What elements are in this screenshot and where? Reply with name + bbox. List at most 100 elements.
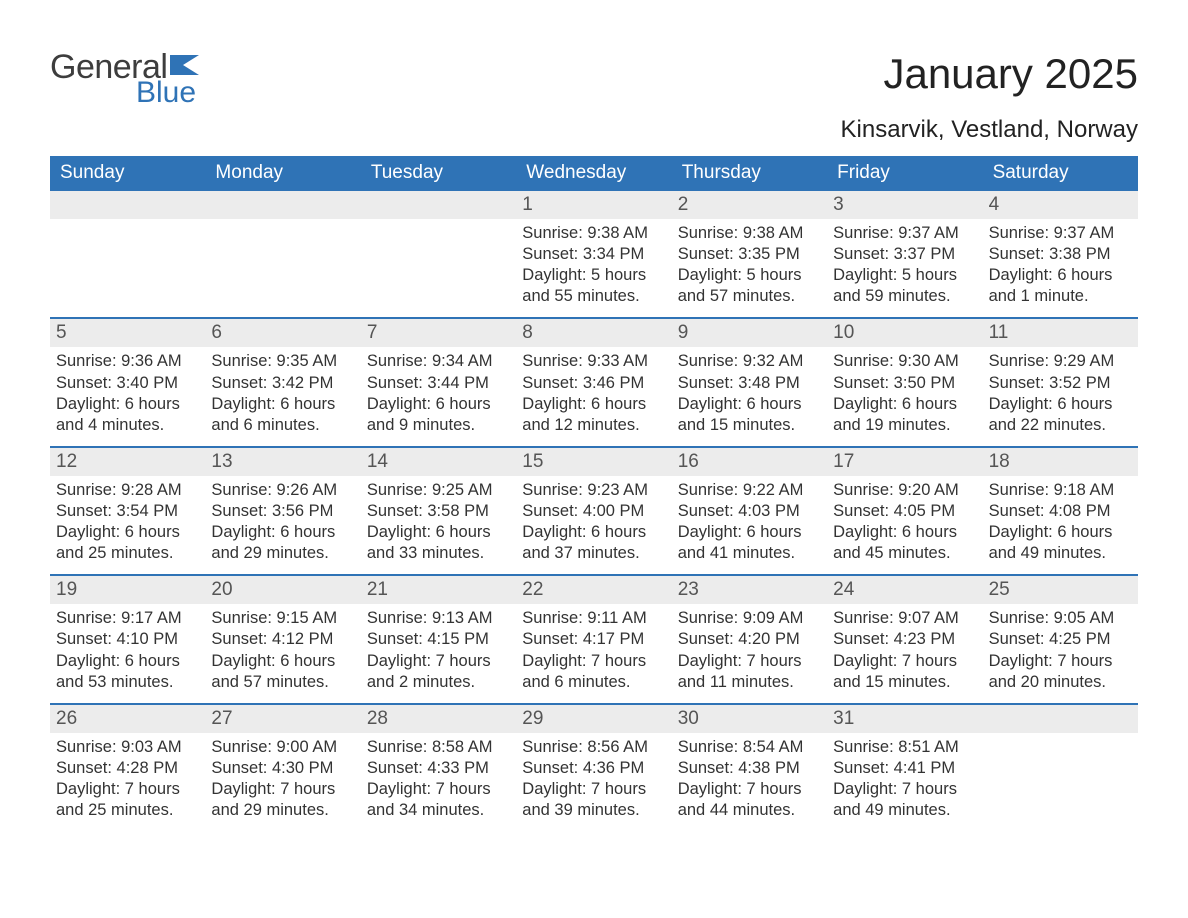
sunrise-line: Sunrise: 9:03 AM (56, 737, 199, 758)
sunset-line: Sunset: 3:58 PM (367, 501, 510, 522)
daylight-line-2: and 15 minutes. (833, 672, 976, 693)
sunset-line: Sunset: 4:36 PM (522, 758, 665, 779)
day-number: 31 (827, 705, 982, 733)
day-cell: 13Sunrise: 9:26 AMSunset: 3:56 PMDayligh… (205, 448, 360, 574)
daylight-line-1: Daylight: 6 hours (989, 394, 1132, 415)
sunrise-line: Sunrise: 9:11 AM (522, 608, 665, 629)
sunrise-line: Sunrise: 9:25 AM (367, 480, 510, 501)
day-cell: 11Sunrise: 9:29 AMSunset: 3:52 PMDayligh… (983, 319, 1138, 445)
daylight-line-1: Daylight: 7 hours (56, 779, 199, 800)
daylight-line-1: Daylight: 7 hours (678, 779, 821, 800)
day-number: 29 (516, 705, 671, 733)
day-number: 20 (205, 576, 360, 604)
daylight-line-1: Daylight: 6 hours (56, 651, 199, 672)
daylight-line-2: and 11 minutes. (678, 672, 821, 693)
sunset-line: Sunset: 3:34 PM (522, 244, 665, 265)
sunset-line: Sunset: 4:20 PM (678, 629, 821, 650)
day-number: 18 (983, 448, 1138, 476)
sunset-line: Sunset: 4:33 PM (367, 758, 510, 779)
day-number: 9 (672, 319, 827, 347)
day-number: 14 (361, 448, 516, 476)
day-body: Sunrise: 9:03 AMSunset: 4:28 PMDaylight:… (50, 733, 205, 821)
day-body: Sunrise: 9:22 AMSunset: 4:03 PMDaylight:… (672, 476, 827, 564)
daylight-line-2: and 34 minutes. (367, 800, 510, 821)
daylight-line-2: and 49 minutes. (833, 800, 976, 821)
page-header: General Blue January 2025 Kinsarvik, Ves… (50, 50, 1138, 150)
day-cell: 19Sunrise: 9:17 AMSunset: 4:10 PMDayligh… (50, 576, 205, 702)
daylight-line-1: Daylight: 5 hours (678, 265, 821, 286)
day-number: 15 (516, 448, 671, 476)
day-cell: 30Sunrise: 8:54 AMSunset: 4:38 PMDayligh… (672, 705, 827, 831)
day-cell: 18Sunrise: 9:18 AMSunset: 4:08 PMDayligh… (983, 448, 1138, 574)
daylight-line-2: and 25 minutes. (56, 800, 199, 821)
sunset-line: Sunset: 4:15 PM (367, 629, 510, 650)
daylight-line-2: and 6 minutes. (211, 415, 354, 436)
daylight-line-1: Daylight: 7 hours (522, 779, 665, 800)
daylight-line-2: and 9 minutes. (367, 415, 510, 436)
day-body: Sunrise: 9:34 AMSunset: 3:44 PMDaylight:… (361, 347, 516, 435)
sunrise-line: Sunrise: 9:38 AM (678, 223, 821, 244)
sunset-line: Sunset: 4:28 PM (56, 758, 199, 779)
day-cell: 2Sunrise: 9:38 AMSunset: 3:35 PMDaylight… (672, 191, 827, 317)
day-number: 16 (672, 448, 827, 476)
day-header: Monday (205, 156, 360, 191)
daylight-line-2: and 55 minutes. (522, 286, 665, 307)
location-label: Kinsarvik, Vestland, Norway (841, 116, 1138, 144)
daylight-line-1: Daylight: 7 hours (522, 651, 665, 672)
week-row: 1Sunrise: 9:38 AMSunset: 3:34 PMDaylight… (50, 191, 1138, 317)
day-number: 21 (361, 576, 516, 604)
day-header: Sunday (50, 156, 205, 191)
day-header: Tuesday (361, 156, 516, 191)
day-body: Sunrise: 8:58 AMSunset: 4:33 PMDaylight:… (361, 733, 516, 821)
daylight-line-2: and 49 minutes. (989, 543, 1132, 564)
daylight-line-2: and 33 minutes. (367, 543, 510, 564)
sunset-line: Sunset: 4:38 PM (678, 758, 821, 779)
day-body: Sunrise: 9:17 AMSunset: 4:10 PMDaylight:… (50, 604, 205, 692)
daylight-line-1: Daylight: 5 hours (522, 265, 665, 286)
day-body: Sunrise: 9:37 AMSunset: 3:37 PMDaylight:… (827, 219, 982, 307)
daylight-line-1: Daylight: 7 hours (367, 779, 510, 800)
week-row: 26Sunrise: 9:03 AMSunset: 4:28 PMDayligh… (50, 703, 1138, 831)
day-number: 7 (361, 319, 516, 347)
day-body: Sunrise: 9:07 AMSunset: 4:23 PMDaylight:… (827, 604, 982, 692)
sunset-line: Sunset: 3:52 PM (989, 373, 1132, 394)
day-cell: 16Sunrise: 9:22 AMSunset: 4:03 PMDayligh… (672, 448, 827, 574)
day-body: Sunrise: 9:13 AMSunset: 4:15 PMDaylight:… (361, 604, 516, 692)
day-cell: 1Sunrise: 9:38 AMSunset: 3:34 PMDaylight… (516, 191, 671, 317)
sunrise-line: Sunrise: 9:15 AM (211, 608, 354, 629)
daylight-line-1: Daylight: 7 hours (833, 779, 976, 800)
day-number: 13 (205, 448, 360, 476)
day-number: 6 (205, 319, 360, 347)
sunrise-line: Sunrise: 9:17 AM (56, 608, 199, 629)
day-header: Saturday (983, 156, 1138, 191)
sunrise-line: Sunrise: 9:05 AM (989, 608, 1132, 629)
day-number (205, 191, 360, 219)
day-body (361, 219, 516, 223)
sunrise-line: Sunrise: 8:51 AM (833, 737, 976, 758)
day-cell (361, 191, 516, 317)
daylight-line-1: Daylight: 7 hours (678, 651, 821, 672)
sunrise-line: Sunrise: 9:32 AM (678, 351, 821, 372)
daylight-line-1: Daylight: 6 hours (367, 394, 510, 415)
sunrise-line: Sunrise: 9:36 AM (56, 351, 199, 372)
sunset-line: Sunset: 3:40 PM (56, 373, 199, 394)
weeks-container: 1Sunrise: 9:38 AMSunset: 3:34 PMDaylight… (50, 191, 1138, 831)
day-cell: 20Sunrise: 9:15 AMSunset: 4:12 PMDayligh… (205, 576, 360, 702)
sunset-line: Sunset: 4:08 PM (989, 501, 1132, 522)
day-body: Sunrise: 9:36 AMSunset: 3:40 PMDaylight:… (50, 347, 205, 435)
sunrise-line: Sunrise: 9:35 AM (211, 351, 354, 372)
day-cell: 26Sunrise: 9:03 AMSunset: 4:28 PMDayligh… (50, 705, 205, 831)
sunrise-line: Sunrise: 9:37 AM (833, 223, 976, 244)
day-header-row: Sunday Monday Tuesday Wednesday Thursday… (50, 156, 1138, 191)
day-cell: 15Sunrise: 9:23 AMSunset: 4:00 PMDayligh… (516, 448, 671, 574)
day-number: 24 (827, 576, 982, 604)
day-cell: 4Sunrise: 9:37 AMSunset: 3:38 PMDaylight… (983, 191, 1138, 317)
daylight-line-1: Daylight: 6 hours (833, 394, 976, 415)
day-cell: 9Sunrise: 9:32 AMSunset: 3:48 PMDaylight… (672, 319, 827, 445)
daylight-line-1: Daylight: 6 hours (522, 394, 665, 415)
day-cell: 17Sunrise: 9:20 AMSunset: 4:05 PMDayligh… (827, 448, 982, 574)
sunset-line: Sunset: 4:03 PM (678, 501, 821, 522)
sunset-line: Sunset: 4:05 PM (833, 501, 976, 522)
week-row: 5Sunrise: 9:36 AMSunset: 3:40 PMDaylight… (50, 317, 1138, 445)
day-number: 1 (516, 191, 671, 219)
